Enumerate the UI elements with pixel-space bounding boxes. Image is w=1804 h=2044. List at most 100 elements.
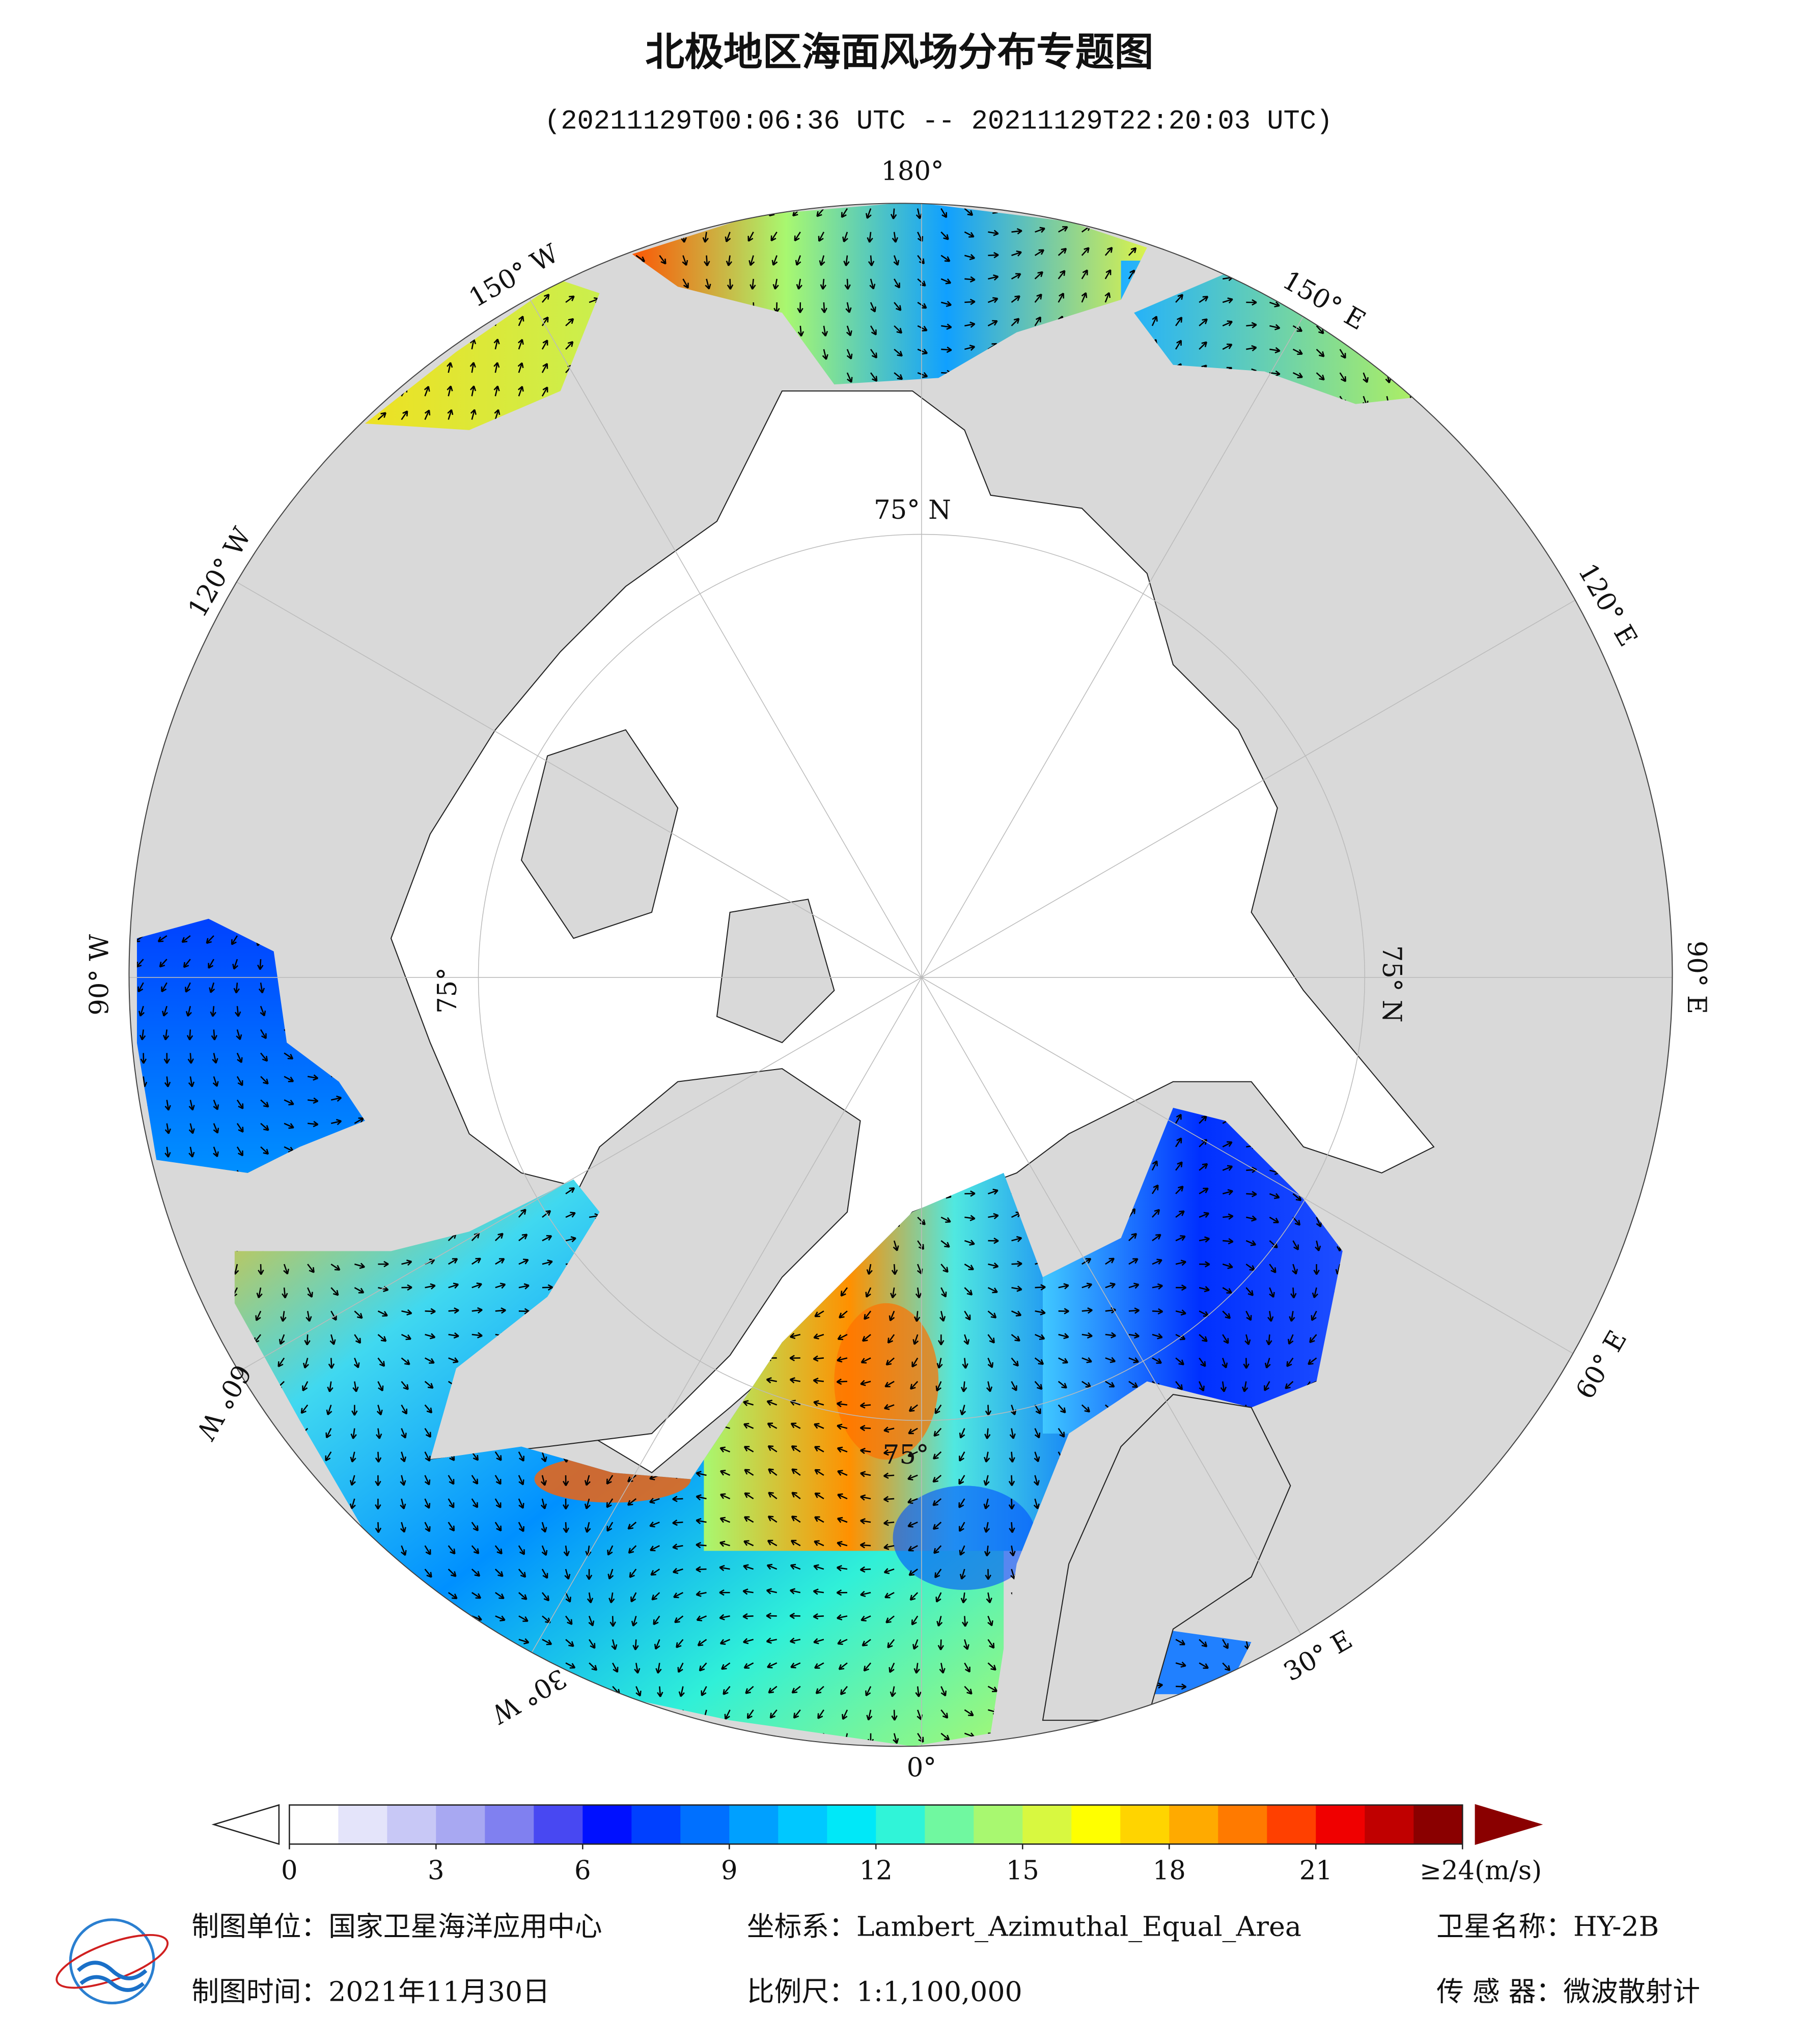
wind-arrow [938,1334,945,1346]
wind-arrow [913,1311,921,1322]
wind-arrow [813,1333,824,1340]
wind-arrow [917,348,928,355]
wind-arrow [447,362,453,373]
wind-arrow [448,1592,458,1600]
wind-arrow [987,1662,996,1671]
wind-arrow [917,1733,924,1743]
wind-arrow [1269,1193,1280,1199]
wind-arrow [1222,320,1233,327]
wind-arrow [1034,316,1041,326]
wind-arrow [1246,322,1257,328]
wind-arrow [813,1613,824,1620]
wind-arrow [813,1588,824,1595]
wind-arrow [934,1569,942,1579]
meridian [921,277,1326,978]
wind-arrow [518,1545,525,1555]
wind-arrow [280,1311,287,1322]
wind-arrow [819,255,825,266]
wind-arrow [162,1005,168,1017]
wind-arrow [1175,1186,1184,1194]
wind-arrow [837,1356,848,1363]
meridian [517,977,922,1677]
wind-arrow [188,1076,195,1087]
wind-arrow [424,386,430,397]
wind-arrow [766,1612,777,1619]
wind-arrow [1199,1261,1210,1268]
wind-arrow [866,1264,873,1275]
wind-arrow [843,255,850,266]
wind-arrow [184,982,191,993]
wind-arrow [1175,317,1183,326]
wind-arrow [186,1029,193,1041]
wind-arrow [139,1029,146,1041]
wind-arrow [1034,293,1042,303]
wind-arrow [211,1029,217,1041]
wind-arrow [964,208,974,216]
colorbar-segment [680,1805,730,1844]
wind-arrow [210,1006,216,1017]
wind-arrow [518,1283,530,1290]
wind-arrow [1199,1163,1208,1171]
wind-arrow [883,1404,895,1410]
wind-arrow [866,208,872,219]
wind-arrow [1081,269,1088,279]
wind-arrow [1175,1113,1182,1124]
wind-arrow [1105,1282,1116,1289]
wind-arrow [1339,372,1346,382]
wind-arrow [136,959,144,968]
wind-arrow [1009,1428,1016,1439]
colorbar-under [211,1804,280,1845]
wind-arrow [940,1240,950,1248]
wind-arrow [401,410,408,421]
wind-arrow [932,1498,942,1506]
wind-arrow [1011,318,1020,326]
wind-arrow [137,982,144,993]
wind-arrow [837,1446,848,1453]
footer-scale: 比例尺：1:1,100,000 [747,1976,1022,2008]
wind-arrow [890,208,897,219]
wind-arrow [767,1445,778,1452]
wind-arrow [789,1588,801,1594]
wind-arrow [988,1262,999,1269]
wind-arrow [1128,1357,1139,1363]
wind-arrow [772,278,779,290]
wind-arrow [958,1475,965,1485]
wind-arrow [1128,1282,1140,1289]
wind-arrow [1175,294,1184,303]
wind-arrow [987,1334,995,1344]
wind-arrow [1292,372,1303,379]
wind-arrow [1058,247,1067,256]
wind-arrow [766,1399,778,1406]
wind-arrow [375,1498,381,1510]
wind-arrow [1264,1381,1270,1391]
wind-arrow [1285,1381,1294,1389]
wind-arrow [964,1264,975,1271]
wind-arrow [1222,343,1233,350]
wind-arrow [840,1287,848,1297]
wind-arrow [236,1146,243,1157]
wind-arrow [563,1522,569,1533]
wind-arrow [743,1662,754,1669]
wind-arrow [494,1233,504,1241]
wind-arrow [1312,1287,1318,1299]
wind-arrow [869,278,876,290]
wind-arrow [1175,1309,1186,1316]
wind-arrow [743,1564,754,1571]
wind-arrow [719,1564,730,1572]
wind-arrow [1011,295,1020,303]
wind-arrow [1152,1234,1161,1242]
wind-arrow [471,1545,480,1554]
colorbar-segment [1218,1805,1268,1844]
wind-arrow [1222,297,1233,304]
wind-arrow [424,1498,431,1509]
wind-arrow [870,302,876,313]
wind-arrow [964,298,976,305]
wind-arrow [1175,1357,1184,1365]
wind-arrow [860,1494,871,1501]
wind-arrow [164,1076,171,1087]
wind-arrow [541,294,550,303]
wind-arrow [1175,1235,1186,1242]
wind-arrow [1246,1191,1257,1197]
wind-arrow [964,321,976,328]
